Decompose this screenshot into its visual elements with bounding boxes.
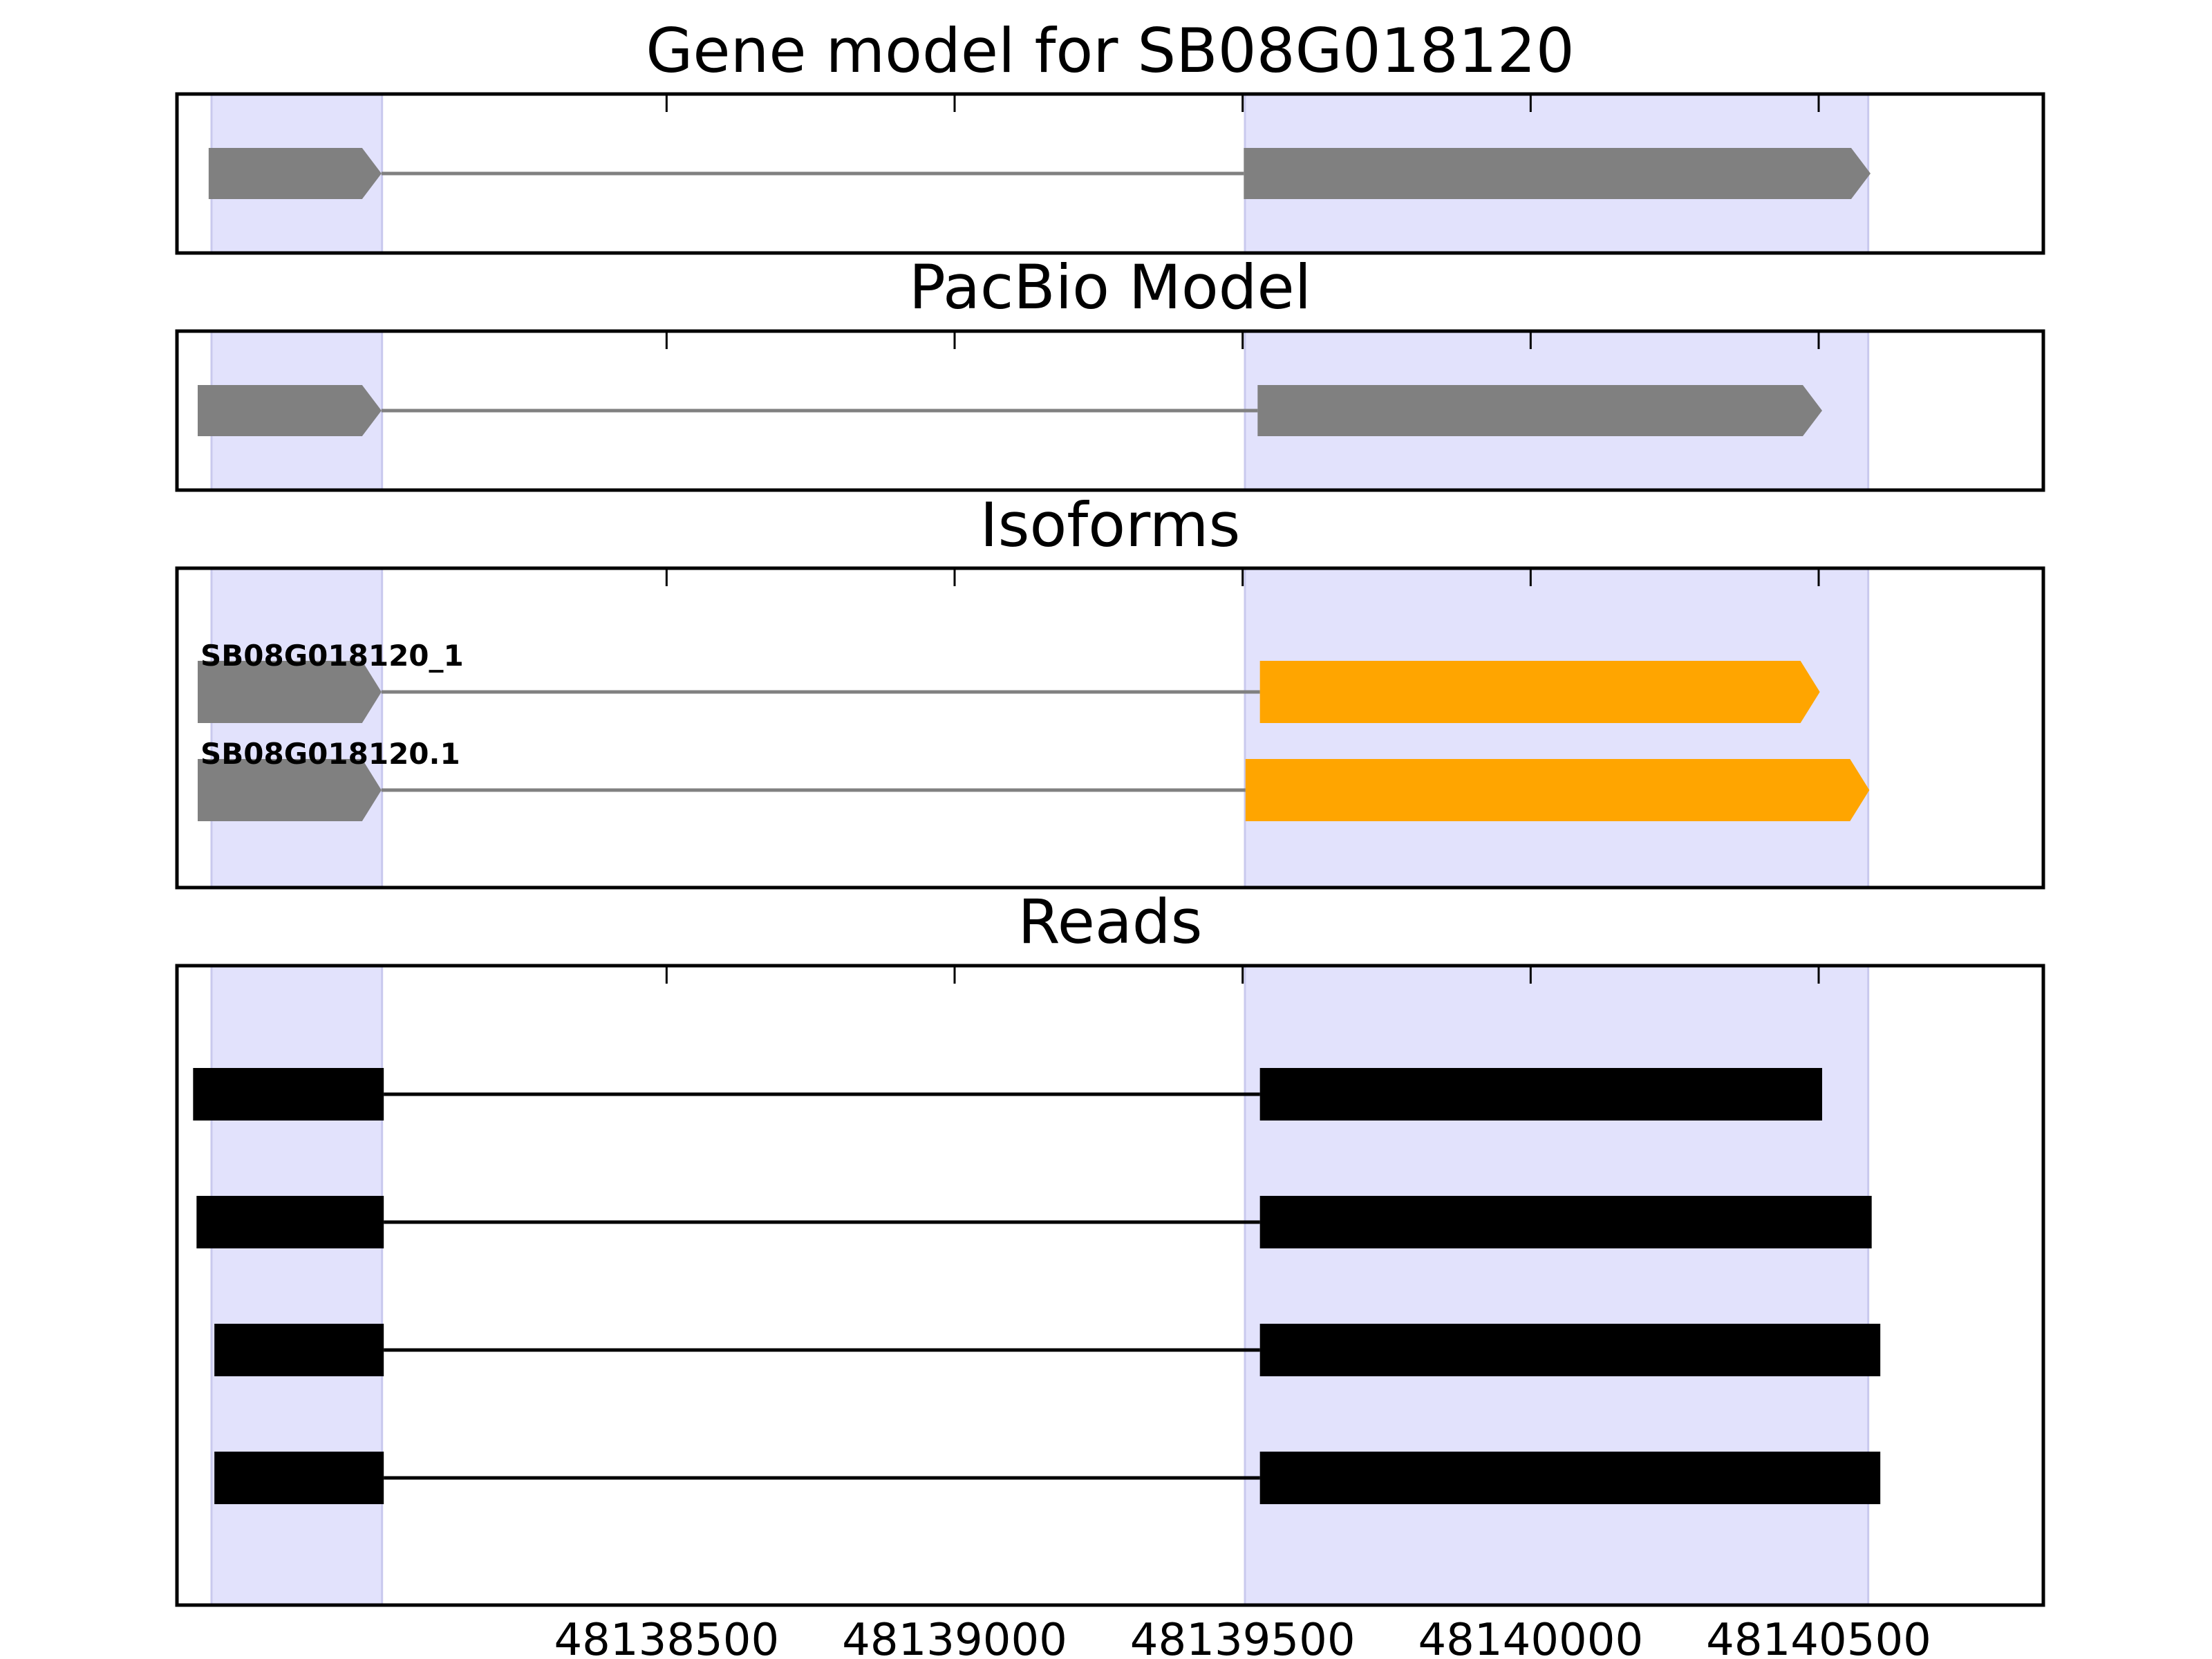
track-1 <box>208 148 1871 199</box>
exon-arrow <box>1244 148 1871 199</box>
x-tick-label: 48139500 <box>1130 1615 1356 1659</box>
panel-title: Gene model for SB08G018120 <box>646 15 1575 86</box>
panel-frame <box>175 329 2045 492</box>
panels: Gene model for SB08G018120 PacBio Model Is… <box>175 15 2045 1607</box>
track-1 <box>198 385 1822 436</box>
panel-frame <box>175 92 2045 255</box>
panel-title: Isoforms <box>980 489 1241 561</box>
x-tick-label: 48138500 <box>554 1615 779 1659</box>
x-tick-label: 48140500 <box>1706 1615 1931 1659</box>
panel-1: Gene model for SB08G018120 <box>175 15 2045 255</box>
panel-frame <box>175 566 2045 890</box>
panel-title: Reads <box>1018 886 1203 957</box>
exon-arrow <box>1257 385 1822 436</box>
exon-region-shade <box>210 966 384 1605</box>
read-exon-block <box>214 1324 384 1376</box>
read-exon-block <box>1259 1068 1822 1121</box>
track-2 <box>198 759 1870 821</box>
exon-region-shade <box>210 568 384 888</box>
track-1 <box>198 661 1820 723</box>
isoform-label: SB08G018120_1 <box>200 639 464 673</box>
panel-title: PacBio Model <box>909 252 1311 323</box>
panel-plot-area <box>193 966 1881 1605</box>
exon-region-shade <box>1244 568 1870 888</box>
panel-4: Reads <box>175 886 2045 1607</box>
cds-exon-arrow <box>1259 661 1820 723</box>
track-3 <box>214 1324 1881 1376</box>
panel-2: PacBio Model <box>175 252 2045 492</box>
isoform-label: SB08G018120.1 <box>200 737 460 771</box>
read-exon-block <box>1259 1324 1881 1376</box>
exon-region-shade <box>1244 966 1870 1605</box>
track-2 <box>196 1196 1872 1248</box>
read-exon-block <box>214 1452 384 1504</box>
panel-plot-area <box>208 94 1871 253</box>
track-1 <box>193 1068 1822 1121</box>
x-tick-label: 48139000 <box>842 1615 1067 1659</box>
x-axis-tick-labels: 48138500 48139000 48139500 48140000 48140500 <box>554 1615 1931 1659</box>
read-exon-block <box>193 1068 384 1121</box>
x-tick-label: 48140000 <box>1418 1615 1643 1659</box>
read-exon-block <box>1259 1452 1881 1504</box>
read-exon-block <box>1259 1196 1872 1248</box>
exon-arrow <box>208 148 382 199</box>
panel-plot-area <box>198 568 1870 888</box>
read-exon-block <box>196 1196 384 1248</box>
exon-arrow <box>198 661 382 723</box>
track-4 <box>214 1452 1881 1504</box>
cds-exon-arrow <box>1245 759 1870 821</box>
panel-frame <box>175 964 2045 1607</box>
exon-arrow <box>198 385 382 436</box>
panel-3: Isoforms SB08G018120_1 SB08G018120.1 <box>175 489 2045 890</box>
panel-plot-area <box>198 331 1870 490</box>
exon-arrow <box>198 759 382 821</box>
